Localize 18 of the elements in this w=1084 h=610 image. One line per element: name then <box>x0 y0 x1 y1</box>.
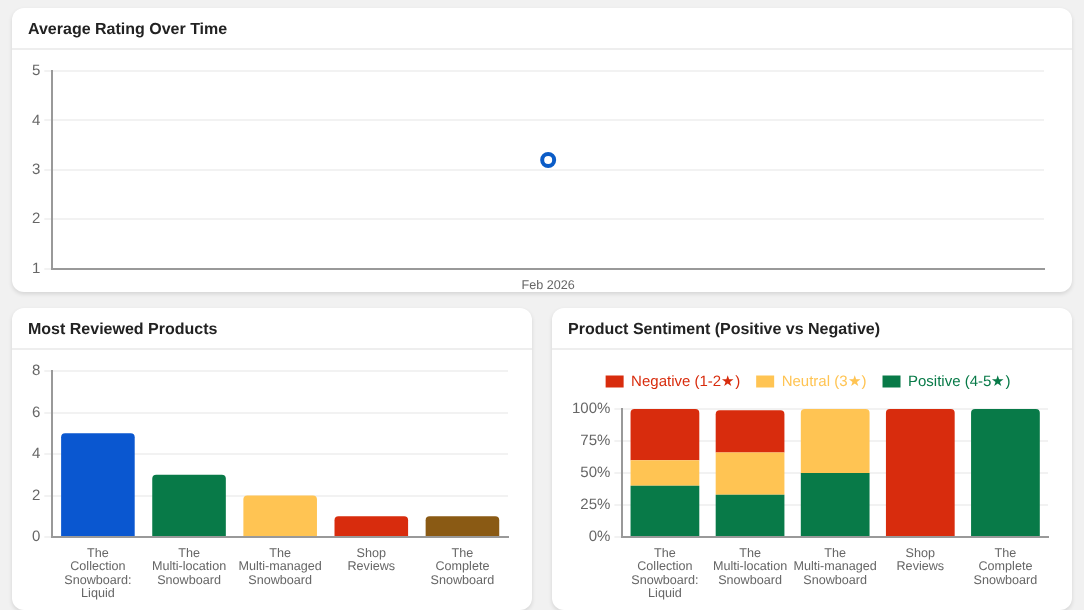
bar <box>715 410 785 453</box>
bar <box>630 485 700 537</box>
bar <box>800 473 870 537</box>
bar <box>715 494 785 537</box>
chart-title: Most Reviewed Products <box>12 308 532 350</box>
bar <box>630 460 700 486</box>
bar <box>715 452 785 495</box>
bar <box>61 433 135 537</box>
bar <box>152 474 226 537</box>
chart-title: Average Rating Over Time <box>12 8 1072 50</box>
bar <box>971 409 1040 537</box>
bar <box>334 516 409 537</box>
bar <box>885 409 955 537</box>
bar <box>800 409 870 474</box>
bar <box>425 516 500 537</box>
bar <box>630 409 700 461</box>
bar <box>243 495 317 537</box>
chart-title: Product Sentiment (Positive vs Negative) <box>552 308 1072 350</box>
